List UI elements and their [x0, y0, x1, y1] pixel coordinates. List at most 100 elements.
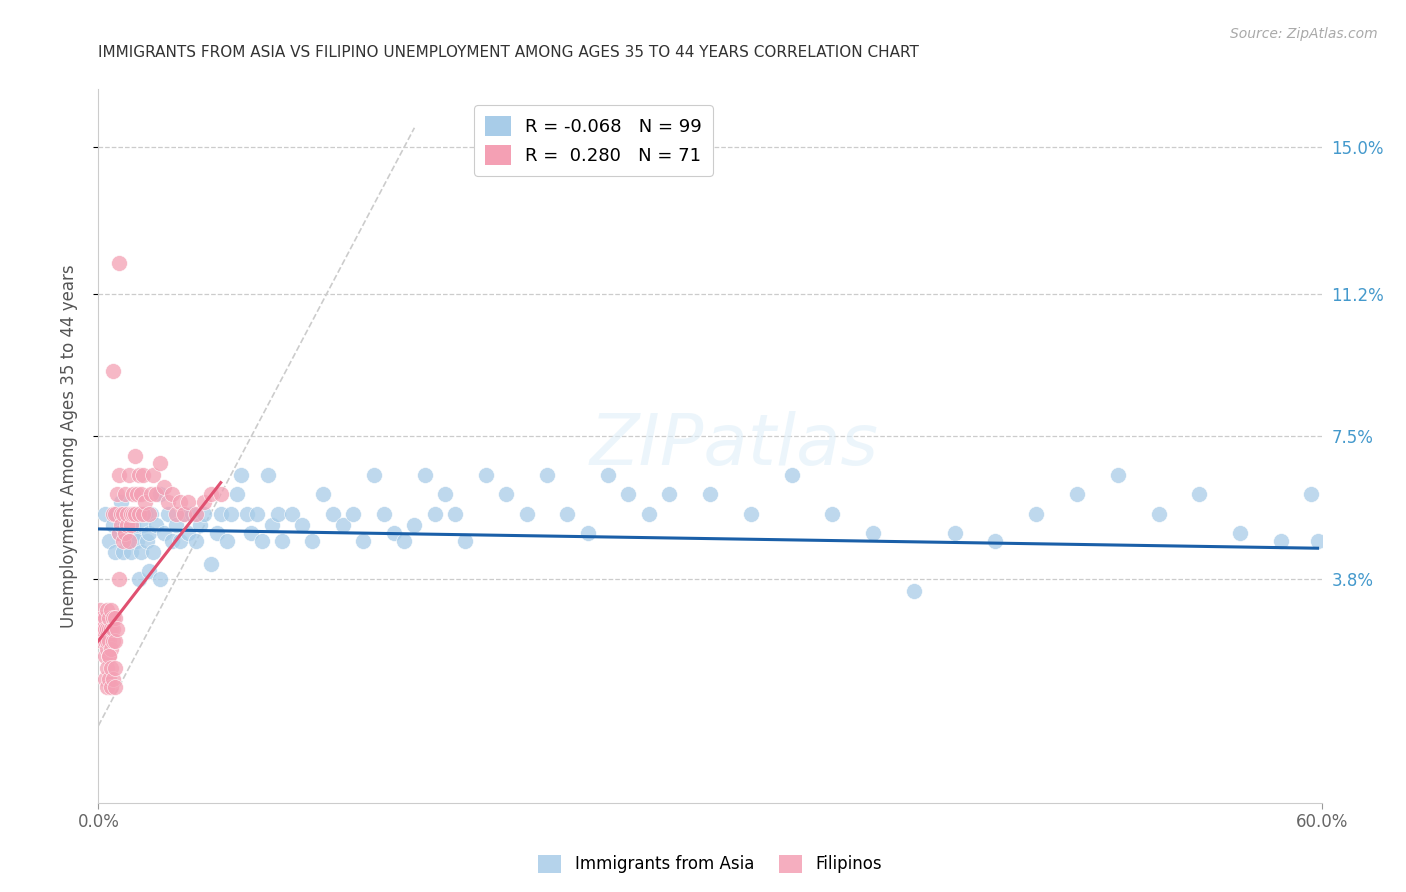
Point [124, 525, 146, 540]
Point [100, 603, 122, 617]
Point [91, 622, 114, 636]
Point [1229, 525, 1251, 540]
Point [260, 518, 283, 533]
Point [141, 507, 163, 521]
Point [165, 518, 187, 533]
Point [152, 479, 174, 493]
Point [821, 507, 844, 521]
Point [129, 487, 152, 501]
Point [200, 487, 222, 501]
Point [104, 661, 127, 675]
Point [169, 533, 191, 548]
Point [111, 507, 134, 521]
Point [93, 507, 115, 521]
Text: IMMIGRANTS FROM ASIA VS FILIPINO UNEMPLOYMENT AMONG AGES 35 TO 44 YEARS CORRELAT: IMMIGRANTS FROM ASIA VS FILIPINO UNEMPLO… [98, 45, 920, 60]
Point [267, 507, 290, 521]
Point [231, 467, 253, 482]
Point [118, 467, 141, 482]
Point [96, 641, 118, 656]
Point [138, 525, 160, 540]
Point [108, 572, 131, 586]
Point [120, 518, 142, 533]
Point [96, 603, 118, 617]
Point [740, 507, 762, 521]
Point [165, 507, 187, 521]
Point [281, 507, 304, 521]
Point [516, 507, 538, 521]
Point [118, 507, 141, 521]
Point [454, 533, 477, 548]
Point [152, 525, 174, 540]
Point [186, 533, 208, 548]
Point [658, 487, 681, 501]
Point [160, 487, 183, 501]
Point [115, 507, 138, 521]
Point [256, 467, 278, 482]
Point [114, 525, 136, 540]
Point [104, 680, 127, 694]
Point [984, 533, 1007, 548]
Point [1306, 533, 1329, 548]
Point [1147, 507, 1170, 521]
Point [128, 572, 150, 586]
Point [120, 545, 142, 559]
Point [100, 661, 122, 675]
Point [322, 507, 344, 521]
Point [96, 680, 118, 694]
Point [209, 507, 232, 521]
Point [97, 673, 120, 687]
Point [142, 545, 165, 559]
Point [101, 673, 124, 687]
Point [557, 507, 579, 521]
Point [205, 525, 228, 540]
Point [124, 449, 146, 463]
Point [127, 487, 149, 501]
Point [132, 507, 155, 521]
Point [149, 572, 172, 586]
Point [104, 633, 127, 648]
Point [236, 507, 259, 521]
Point [342, 507, 364, 521]
Point [363, 467, 385, 482]
Point [122, 507, 145, 521]
Point [495, 487, 517, 501]
Point [392, 533, 416, 548]
Point [93, 610, 115, 624]
Point [186, 507, 208, 521]
Point [100, 622, 122, 636]
Point [101, 622, 124, 636]
Point [173, 507, 195, 521]
Point [536, 467, 558, 482]
Point [160, 533, 183, 548]
Point [97, 610, 120, 624]
Point [134, 507, 156, 521]
Point [110, 507, 132, 521]
Point [101, 518, 124, 533]
Point [93, 633, 115, 648]
Point [124, 507, 146, 521]
Point [423, 507, 446, 521]
Point [97, 633, 120, 648]
Point [114, 518, 136, 533]
Point [598, 467, 620, 482]
Point [149, 456, 172, 470]
Point [128, 467, 150, 482]
Point [1066, 487, 1088, 501]
Point [101, 364, 124, 378]
Point [128, 507, 150, 521]
Point [111, 545, 134, 559]
Y-axis label: Unemployment Among Ages 35 to 44 years: Unemployment Among Ages 35 to 44 years [59, 264, 77, 628]
Point [413, 467, 436, 482]
Point [193, 507, 215, 521]
Point [96, 633, 118, 648]
Point [638, 507, 661, 521]
Point [114, 487, 136, 501]
Point [105, 622, 128, 636]
Point [404, 518, 426, 533]
Point [91, 610, 114, 624]
Point [105, 507, 128, 521]
Point [209, 487, 232, 501]
Point [617, 487, 640, 501]
Point [104, 610, 127, 624]
Point [100, 680, 122, 694]
